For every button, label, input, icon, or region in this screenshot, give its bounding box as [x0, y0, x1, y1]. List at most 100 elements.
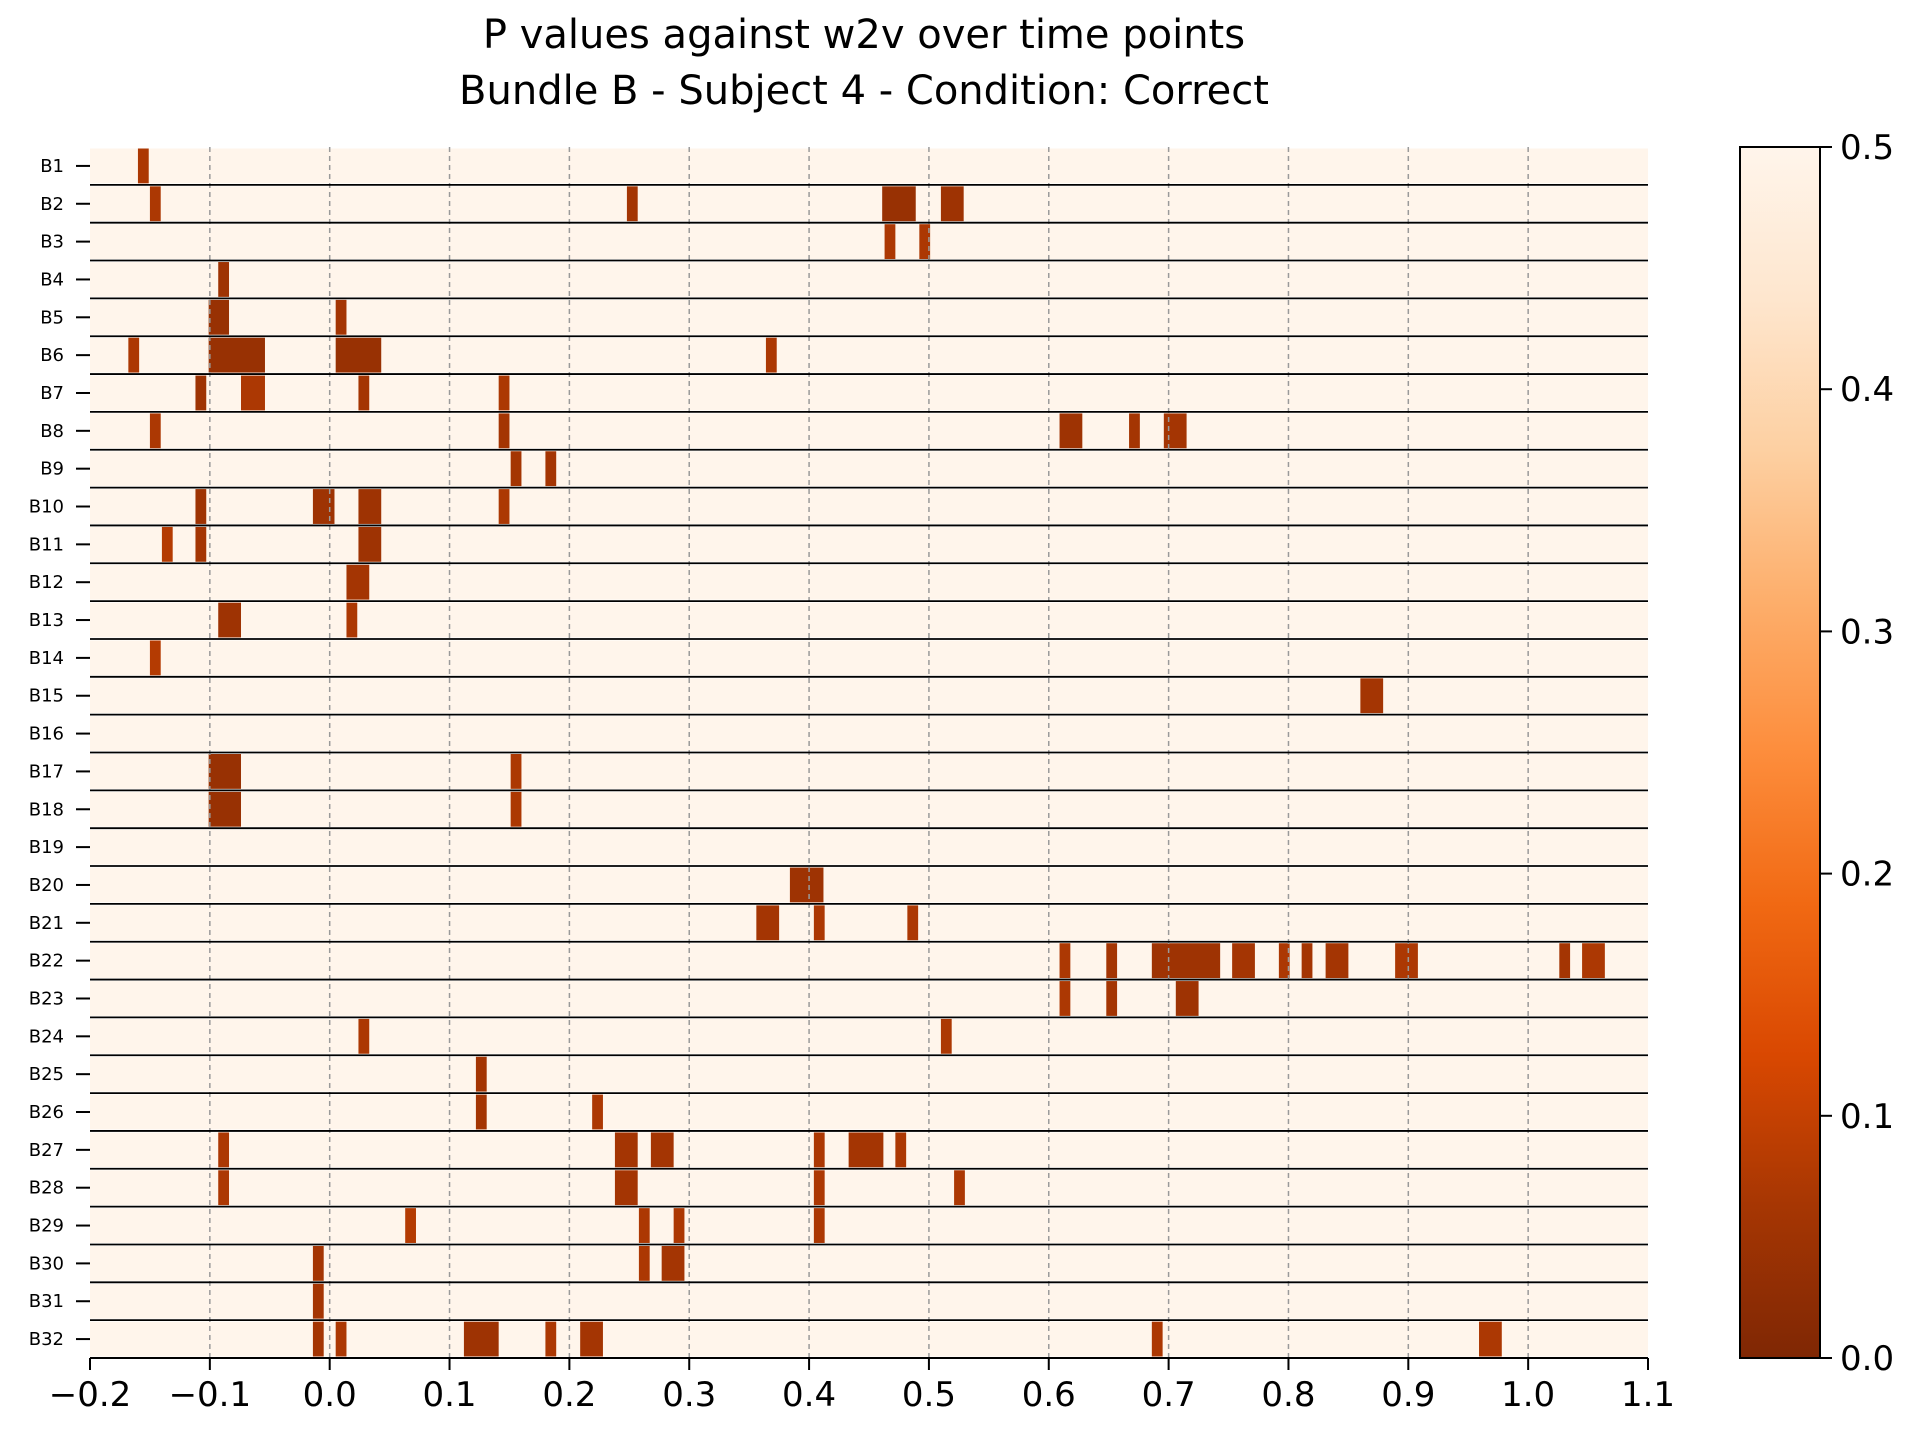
significant-cell-b9-1 — [510, 451, 522, 487]
significant-cell-b10-4 — [498, 489, 510, 524]
significant-cell-b32-4 — [545, 1321, 557, 1357]
significant-cell-b22-3 — [1151, 943, 1221, 979]
significant-cell-b7-4 — [498, 375, 510, 411]
y-tick-label-b27: B27 — [29, 1140, 64, 1161]
significant-cell-b22-7 — [1325, 943, 1349, 979]
significant-cell-b3-1 — [884, 224, 896, 260]
x-tick-label: 0.1 — [422, 1375, 476, 1415]
significant-cell-b11-2 — [195, 526, 207, 562]
significant-cell-b27-5 — [848, 1132, 884, 1168]
significant-cell-b6-2 — [208, 337, 265, 373]
significant-cell-b22-8 — [1395, 943, 1418, 979]
significant-cell-b2-2 — [626, 186, 638, 222]
y-tick-label-b4: B4 — [40, 269, 64, 290]
y-tick-label-b15: B15 — [29, 686, 64, 707]
significant-cell-b32-3 — [463, 1321, 499, 1357]
row-background-b15 — [90, 678, 1648, 714]
significant-cell-b27-4 — [813, 1132, 825, 1168]
significant-cell-b29-2 — [638, 1208, 650, 1243]
significant-cell-b17-2 — [510, 754, 522, 789]
colorbar-tick-label: 0.3 — [1840, 612, 1894, 652]
y-tick-label-b11: B11 — [29, 534, 64, 555]
significant-cell-b8-1 — [149, 413, 161, 449]
row-background-b13 — [90, 602, 1648, 638]
colorbar-tick-label: 0.0 — [1840, 1339, 1894, 1379]
row-background-b5 — [90, 299, 1648, 335]
row-background-b8 — [90, 413, 1648, 449]
significant-cell-b4-1 — [218, 262, 230, 297]
y-tick-label-b12: B12 — [29, 572, 64, 593]
y-tick-label-b2: B2 — [40, 194, 64, 215]
significant-cell-b21-1 — [756, 905, 780, 941]
colorbar-tick-label: 0.1 — [1840, 1097, 1894, 1137]
significant-cell-b8-2 — [498, 413, 510, 449]
y-tick-label-b16: B16 — [29, 724, 64, 745]
significant-cell-b18-1 — [208, 791, 242, 827]
row-background-b25 — [90, 1056, 1648, 1092]
y-tick-label-b13: B13 — [29, 610, 64, 631]
significant-cell-b11-1 — [161, 526, 173, 562]
significant-cell-b2-4 — [940, 186, 964, 222]
x-tick-label: −0.1 — [169, 1375, 252, 1415]
significant-cell-b28-4 — [954, 1170, 965, 1206]
significant-cell-b5-2 — [335, 299, 347, 335]
significant-cell-b13-1 — [218, 602, 242, 638]
colorbar-tick-label: 0.2 — [1840, 855, 1894, 895]
significant-cell-b8-5 — [1163, 413, 1187, 449]
row-background-b16 — [90, 716, 1648, 751]
row-background-b31 — [90, 1283, 1648, 1319]
row-background-b11 — [90, 526, 1648, 562]
y-tick-label-b22: B22 — [29, 951, 64, 972]
row-background-b24 — [90, 1018, 1648, 1054]
colorbar-tick-label: 0.4 — [1840, 370, 1894, 410]
significant-cell-b10-3 — [358, 489, 382, 524]
significant-cell-b22-4 — [1232, 943, 1255, 979]
significant-cell-b30-2 — [638, 1245, 650, 1281]
y-tick-label-b23: B23 — [29, 988, 64, 1009]
significant-cell-b26-2 — [592, 1094, 603, 1130]
y-tick-label-b19: B19 — [29, 837, 64, 858]
significant-cell-b12-1 — [346, 564, 370, 600]
significant-cell-b10-1 — [195, 489, 207, 524]
significant-cell-b28-2 — [614, 1170, 638, 1206]
x-tick-label: 1.0 — [1501, 1375, 1555, 1415]
x-tick-label: 0.4 — [782, 1375, 836, 1415]
significant-cell-b7-2 — [241, 375, 265, 411]
significant-cell-b10-2 — [312, 489, 335, 524]
significant-cell-b22-10 — [1582, 943, 1605, 979]
significant-cell-b20-1 — [789, 867, 824, 903]
significant-cell-b11-3 — [358, 526, 382, 562]
row-background-b12 — [90, 564, 1648, 600]
significant-cell-b29-4 — [813, 1208, 825, 1243]
significant-cell-b29-3 — [673, 1208, 685, 1243]
significant-cell-b8-3 — [1059, 413, 1083, 449]
row-background-b14 — [90, 640, 1648, 676]
significant-cell-b27-6 — [895, 1132, 907, 1168]
y-tick-label-b5: B5 — [40, 307, 64, 328]
significant-cell-b27-1 — [218, 1132, 230, 1168]
significant-cell-b6-4 — [765, 337, 777, 373]
y-tick-label-b25: B25 — [29, 1064, 64, 1085]
row-background-b28 — [90, 1170, 1648, 1206]
row-background-b20 — [90, 867, 1648, 903]
row-background-b26 — [90, 1094, 1648, 1130]
row-background-b9 — [90, 451, 1648, 487]
y-tick-label-b21: B21 — [29, 913, 64, 934]
significant-cell-b14-1 — [149, 640, 161, 676]
significant-cell-b22-6 — [1301, 943, 1313, 979]
significant-cell-b13-2 — [346, 602, 358, 638]
significant-cell-b3-2 — [919, 224, 931, 260]
significant-cell-b27-2 — [614, 1132, 638, 1168]
significant-cell-b7-3 — [358, 375, 370, 411]
significant-cell-b17-1 — [208, 754, 242, 789]
row-background-b29 — [90, 1208, 1648, 1243]
significant-cell-b24-2 — [940, 1018, 952, 1054]
significant-cell-b30-1 — [312, 1245, 324, 1281]
significant-cell-b30-3 — [661, 1245, 685, 1281]
y-tick-label-b8: B8 — [40, 421, 64, 442]
significant-cell-b25-1 — [475, 1056, 487, 1092]
significant-cell-b32-7 — [1479, 1321, 1502, 1357]
significant-cell-b22-1 — [1059, 943, 1071, 979]
x-tick-label: 0.6 — [1022, 1375, 1076, 1415]
